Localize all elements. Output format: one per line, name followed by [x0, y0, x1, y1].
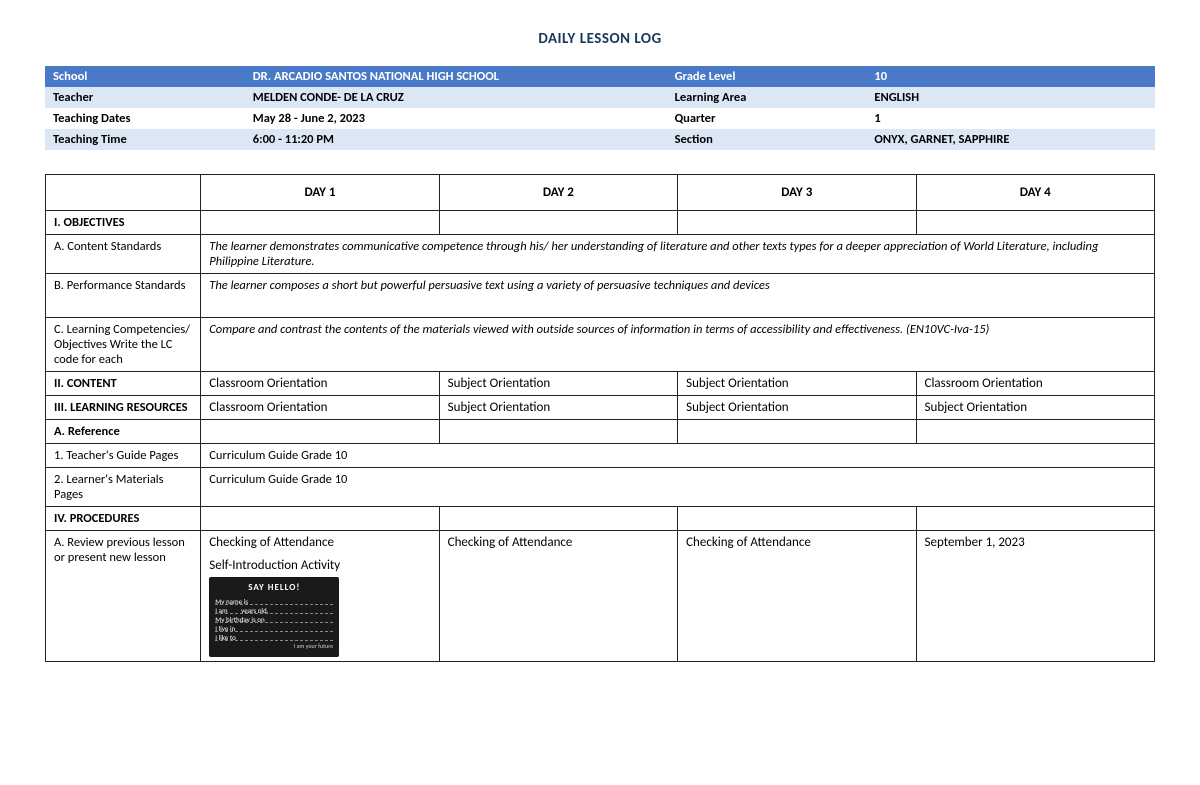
- content-d4: Classroom Orientation: [916, 372, 1154, 396]
- header-row: Teaching Time 6:00 - 11:20 PMSectionONYX…: [45, 129, 1155, 150]
- header-cell: Teaching Dates: [45, 108, 245, 129]
- header-row: SchoolDR. ARCADIO SANTOS NATIONAL HIGH S…: [45, 66, 1155, 87]
- content-d2: Subject Orientation: [439, 372, 677, 396]
- content-standards-text: The learner demonstrates communicative c…: [201, 235, 1155, 274]
- say-hello-line: My name is: [215, 597, 333, 605]
- content-label: II. CONTENT: [46, 372, 201, 396]
- learners-materials-text: Curriculum Guide Grade 10: [201, 468, 1155, 507]
- header-cell: 6:00 - 11:20 PM: [245, 129, 667, 150]
- performance-standards-label: B. Performance Standards: [46, 274, 201, 318]
- say-hello-line: My birthday is on: [215, 615, 333, 623]
- header-cell: Teacher: [45, 87, 245, 108]
- procedures-label: IV. PROCEDURES: [46, 507, 201, 531]
- header-cell: School: [45, 66, 245, 87]
- reference-label: A. Reference: [46, 420, 201, 444]
- header-cell: DR. ARCADIO SANTOS NATIONAL HIGH SCHOOL: [245, 66, 667, 87]
- header-cell: 1: [866, 108, 1155, 129]
- say-hello-card: SAY HELLO! My name is I am ___ years old…: [209, 577, 339, 657]
- page-title: DAILY LESSON LOG: [45, 30, 1155, 48]
- objectives-label: I. OBJECTIVES: [46, 211, 201, 235]
- day-col-4: DAY 4: [916, 175, 1154, 211]
- header-cell: MELDEN CONDE- DE LA CRUZ: [245, 87, 667, 108]
- header-cell: 10: [866, 66, 1155, 87]
- header-cell: Learning Area: [667, 87, 867, 108]
- header-row: TeacherMELDEN CONDE- DE LA CRUZLearning …: [45, 87, 1155, 108]
- review-d3: Checking of Attendance: [678, 531, 916, 662]
- performance-standards-text: The learner composes a short but powerfu…: [201, 274, 1155, 318]
- header-row: Teaching DatesMay 28 - June 2, 2023Quart…: [45, 108, 1155, 129]
- day-col-2: DAY 2: [439, 175, 677, 211]
- header-cell: Quarter: [667, 108, 867, 129]
- review-d1-line1: Checking of Attendance: [209, 535, 430, 550]
- review-d2: Checking of Attendance: [439, 531, 677, 662]
- resources-d1: Classroom Orientation: [201, 396, 439, 420]
- header-table: SchoolDR. ARCADIO SANTOS NATIONAL HIGH S…: [45, 66, 1155, 150]
- review-d1: Checking of Attendance Self-Introduction…: [201, 531, 439, 662]
- say-hello-future: I am your future: [215, 642, 333, 651]
- say-hello-line: I like to: [215, 633, 333, 641]
- review-d1-line2: Self-Introduction Activity: [209, 558, 430, 573]
- teachers-guide-text: Curriculum Guide Grade 10: [201, 444, 1155, 468]
- header-cell: May 28 - June 2, 2023: [245, 108, 667, 129]
- header-cell: ONYX, GARNET, SAPPHIRE: [866, 129, 1155, 150]
- say-hello-line: I live in: [215, 624, 333, 632]
- header-cell: Teaching Time: [45, 129, 245, 150]
- day-header-row: DAY 1 DAY 2 DAY 3 DAY 4: [46, 175, 1155, 211]
- say-hello-line: I am ___ years old.: [215, 606, 333, 614]
- content-d1: Classroom Orientation: [201, 372, 439, 396]
- review-d4: September 1, 2023: [916, 531, 1154, 662]
- day-col-1: DAY 1: [201, 175, 439, 211]
- lesson-table: DAY 1 DAY 2 DAY 3 DAY 4 I. OBJECTIVES A.…: [45, 174, 1155, 662]
- header-cell: Grade Level: [667, 66, 867, 87]
- resources-d4: Subject Orientation: [916, 396, 1154, 420]
- learning-competencies-text: Compare and contrast the contents of the…: [201, 318, 1155, 372]
- resources-d3: Subject Orientation: [678, 396, 916, 420]
- learners-materials-label: 2. Learner's Materials Pages: [46, 468, 201, 507]
- resources-d2: Subject Orientation: [439, 396, 677, 420]
- content-standards-label: A. Content Standards: [46, 235, 201, 274]
- header-cell: Section: [667, 129, 867, 150]
- content-d3: Subject Orientation: [678, 372, 916, 396]
- review-label: A. Review previous lesson or present new…: [46, 531, 201, 662]
- learning-competencies-label: C. Learning Competencies/ Objectives Wri…: [46, 318, 201, 372]
- resources-label: III. LEARNING RESOURCES: [46, 396, 201, 420]
- say-hello-title: SAY HELLO!: [215, 581, 333, 595]
- teachers-guide-label: 1. Teacher's Guide Pages: [46, 444, 201, 468]
- day-col-3: DAY 3: [678, 175, 916, 211]
- header-cell: ENGLISH: [866, 87, 1155, 108]
